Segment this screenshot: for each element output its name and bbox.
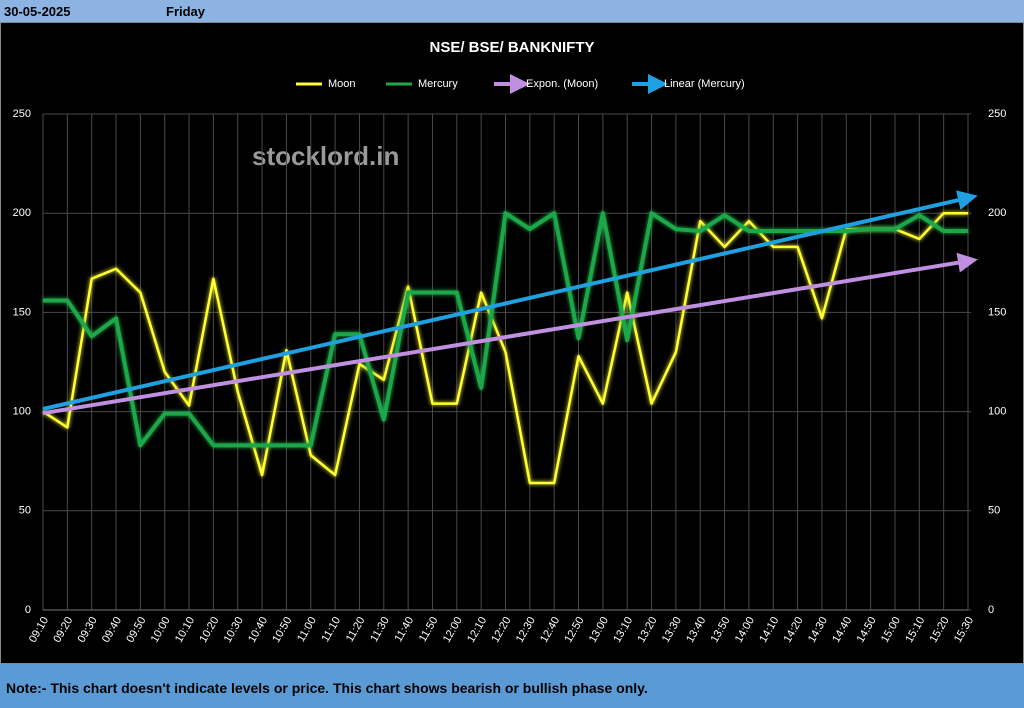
chart-background <box>0 22 1024 664</box>
chart-title: NSE/ BSE/ BANKNIFTY <box>429 39 594 56</box>
y-tick-label: 100 <box>13 406 31 418</box>
y2-tick-label: 200 <box>988 207 1006 219</box>
y2-tick-label: 100 <box>988 406 1006 418</box>
legend-item: Moon <box>296 78 356 90</box>
trendline <box>42 252 978 416</box>
legend-label: Moon <box>328 78 356 90</box>
y-tick-label: 0 <box>25 604 31 616</box>
y2-tick-label: 150 <box>988 306 1006 318</box>
legend-item: Linear (Mercury) <box>632 74 745 94</box>
legend-label: Expon. (Moon) <box>526 78 598 90</box>
watermark: stocklord.in <box>252 141 399 171</box>
legend-item: Expon. (Moon) <box>494 74 598 94</box>
y2-tick-label: 50 <box>988 505 1000 517</box>
footer-bar: Note:- This chart doesn't indicate level… <box>0 664 1024 708</box>
series-line <box>42 211 968 485</box>
y-tick-label: 250 <box>13 108 31 120</box>
trendline <box>42 190 978 411</box>
y-tick-label: 200 <box>13 207 31 219</box>
chart: NSE/ BSE/ BANKNIFTY stocklord.in 0 50 100 1… <box>0 22 1024 664</box>
y-tick-label: 150 <box>13 306 31 318</box>
legend-label: Mercury <box>418 78 458 90</box>
legend-label: Linear (Mercury) <box>664 78 745 90</box>
header-bar: 30-05-2025 Friday <box>0 0 1024 22</box>
legend-item: Mercury <box>386 78 458 90</box>
y2-tick-label: 250 <box>988 108 1006 120</box>
y-tick-label: 50 <box>19 505 31 517</box>
y2-tick-label: 0 <box>988 604 994 616</box>
date: 30-05-2025 <box>4 4 71 19</box>
note: Note:- This chart doesn't indicate level… <box>6 680 648 696</box>
day: Friday <box>166 4 206 19</box>
